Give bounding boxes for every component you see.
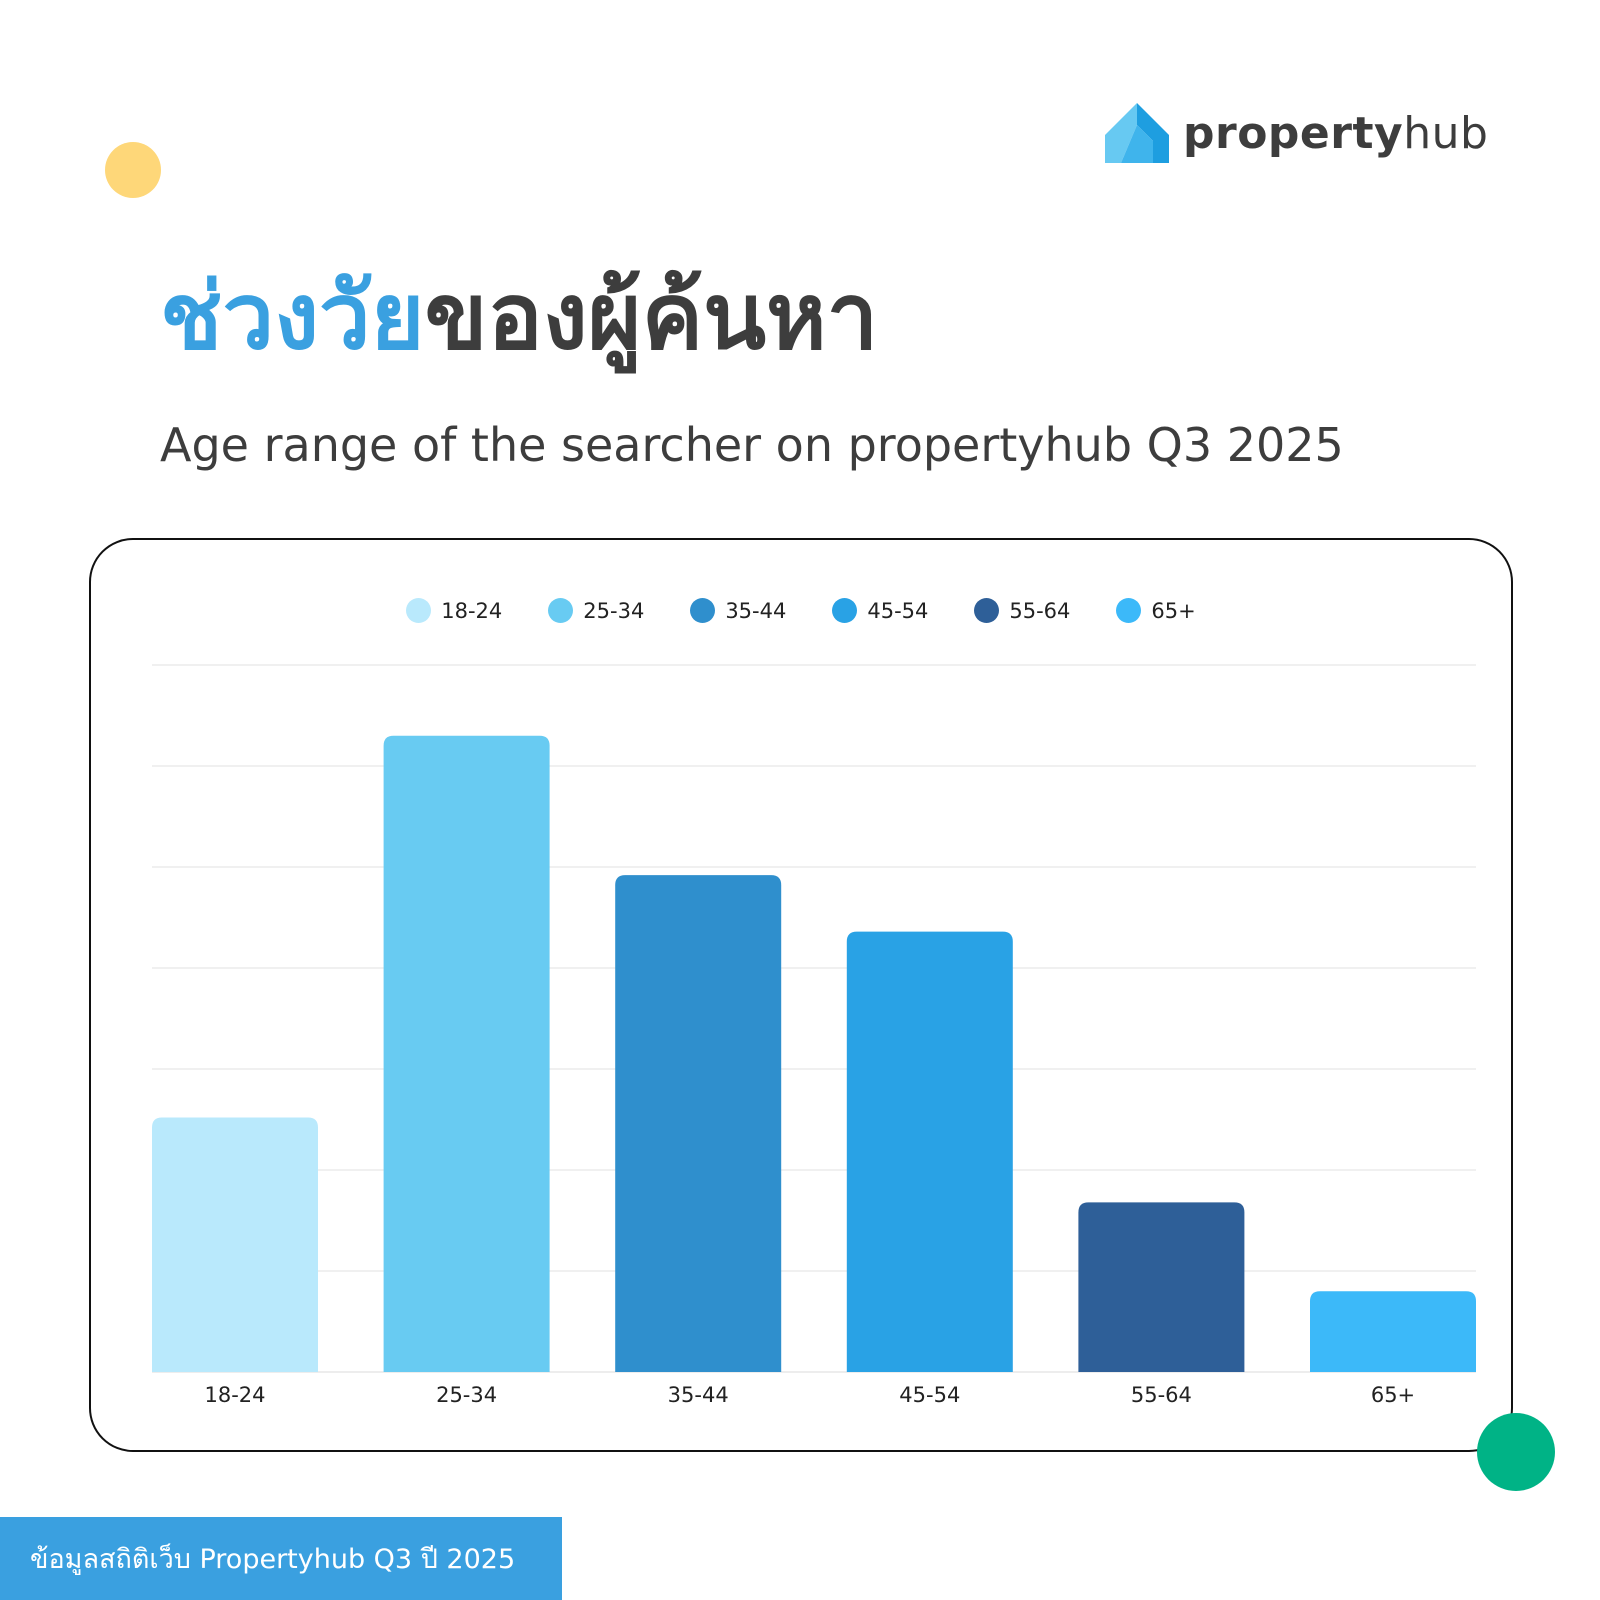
bar-45-54 [846,931,1013,1372]
legend-label: 65+ [1151,598,1196,623]
legend-swatch [1116,598,1142,623]
legend-swatch [690,598,716,623]
x-tick-label: 35-44 [668,1383,729,1407]
propertyhub-logo: propertyhub [1103,100,1488,166]
decorative-green-dot [1477,1413,1555,1491]
legend-item: 65+ [1116,598,1196,623]
decorative-yellow-dot [105,142,161,198]
house-roof-icon [1105,103,1169,163]
legend-label: 45-54 [867,598,929,623]
legend-swatch [548,598,574,623]
bar-65+ [1310,1291,1476,1372]
bar-55-64 [1078,1202,1245,1372]
chart-legend: 18-24 25-34 35-44 45-54 55-64 65+ [91,598,1511,623]
x-tick-label: 45-54 [899,1383,960,1407]
logo-wordmark: propertyhub [1183,108,1488,159]
x-tick-label: 25-34 [436,1383,497,1407]
legend-item: 45-54 [832,598,928,623]
legend-item: 25-34 [548,598,644,623]
bar-35-44 [615,875,782,1372]
legend-swatch [406,598,432,623]
legend-item: 55-64 [974,598,1070,623]
legend-label: 55-64 [1009,598,1071,623]
x-tick-label: 18-24 [204,1383,265,1407]
page-title: ช่วงวัยของผู้ค้นหา [160,262,878,372]
legend-label: 35-44 [725,598,787,623]
logo-text-bold: property [1183,107,1404,159]
legend-item: 18-24 [406,598,502,623]
legend-label: 25-34 [583,598,645,623]
page-subtitle: Age range of the searcher on propertyhub… [160,418,1344,472]
footer-banner: ข้อมูลสถิติเว็บ Propertyhub Q3 ปี 2025 [0,1517,562,1600]
legend-swatch [974,598,1000,623]
title-highlight: ช่วงวัย [160,263,425,370]
legend-label: 18-24 [441,598,503,623]
legend-item: 35-44 [690,598,786,623]
title-rest: ของผู้ค้นหา [424,263,879,370]
x-tick-label: 65+ [1371,1383,1415,1407]
bar-chart: 18-24 25-34 35-44 45-54 55-64 65+ [152,664,1476,1407]
bar-18-24 [152,1117,318,1372]
chart-card: 18-24 25-34 35-44 45-54 55-64 65+ 18-24 25-34 3… [89,538,1513,1452]
legend-swatch [832,598,858,623]
x-tick-label: 55-64 [1131,1383,1192,1407]
logo-text-light: hub [1403,107,1489,159]
footer-text: ข้อมูลสถิติเว็บ Propertyhub Q3 ปี 2025 [30,1544,516,1575]
bar-25-34 [383,735,550,1372]
